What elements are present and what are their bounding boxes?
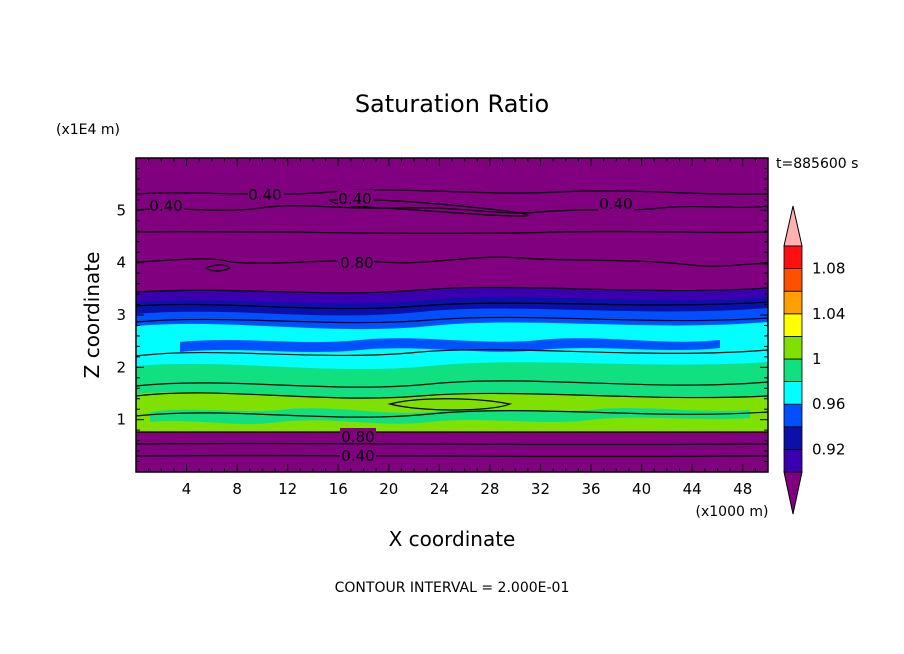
contour-line <box>135 409 769 418</box>
colorbar-swatch <box>783 426 803 450</box>
x-tick-label: 32 <box>531 480 550 498</box>
y-unit-label: (x1E4 m) <box>56 122 120 138</box>
contour-lines <box>135 189 769 458</box>
x-tick-label: 24 <box>430 480 449 498</box>
x-tick-label: 8 <box>232 480 242 498</box>
colorbar-swatch <box>783 403 803 428</box>
band-boundary-purple <box>136 432 768 472</box>
x-tick-label: 20 <box>379 480 398 498</box>
colorbar-swatch <box>783 335 803 360</box>
x-tick-label: 44 <box>683 480 702 498</box>
x-axis: 4 8 12 16 20 24 28 32 36 40 44 48 <box>148 158 756 498</box>
contour-label: 0.40 <box>341 447 374 465</box>
contour-interval: CONTOUR INTERVAL = 2.000E-01 <box>335 580 570 596</box>
contour-line <box>135 205 769 214</box>
x-tick-label: 28 <box>480 480 499 498</box>
y-axis: 1 2 3 4 5 <box>116 167 768 463</box>
colorbar: 0.92 0.96 1 1.04 1.08 <box>783 205 845 515</box>
colorbar-tick-label: 1 <box>812 350 822 368</box>
colorbar-swatch <box>783 381 803 405</box>
colorbar-tick-label: 0.92 <box>812 440 845 458</box>
contour-labels: 0.40 0.40 0.40 0.40 0.80 0.80 0.40 <box>149 186 634 465</box>
x-tick-label: 36 <box>581 480 600 498</box>
colorbar-tick-label: 1.04 <box>812 305 845 323</box>
contour-line <box>135 256 769 267</box>
contour-line <box>329 199 529 217</box>
contour-label: 0.40 <box>599 195 632 213</box>
x-tick-label: 16 <box>329 480 348 498</box>
contour-label: 0.40 <box>149 197 182 215</box>
y-tick-label: 3 <box>116 306 126 324</box>
y-tick-label: 2 <box>116 358 126 376</box>
contour-line <box>135 454 769 458</box>
x-tick-label: 12 <box>278 480 297 498</box>
colorbar-swatch <box>783 290 803 315</box>
contour-line <box>135 442 769 446</box>
y-tick-label: 5 <box>116 201 126 219</box>
contour-line <box>135 230 769 234</box>
contour-line <box>204 264 232 272</box>
x-unit-label: (x1000 m) <box>696 504 769 520</box>
contour-label: 0.40 <box>338 190 371 208</box>
contour-line <box>135 349 769 357</box>
contour-label: 0.40 <box>248 186 281 204</box>
contour-line <box>135 189 769 195</box>
y-axis-label: Z coordinate <box>80 252 104 379</box>
colorbar-tick-label: 1.08 <box>812 260 845 278</box>
x-tick-label: 4 <box>182 480 192 498</box>
y-tick-label: 1 <box>116 411 126 429</box>
contour-label: 0.80 <box>340 254 373 272</box>
colorbar-swatch <box>783 358 803 383</box>
contour-line <box>135 316 769 324</box>
colorbar-under-triangle <box>783 471 803 515</box>
contour-line <box>135 380 769 388</box>
y-tick-label: 4 <box>116 254 126 272</box>
colorbar-over-triangle <box>783 205 803 247</box>
x-axis-label: X coordinate <box>389 527 516 551</box>
time-label: t=885600 s <box>776 156 858 172</box>
contour-line <box>135 301 769 310</box>
colorbar-swatch <box>783 268 803 292</box>
x-tick-label: 40 <box>632 480 651 498</box>
colorbar-swatch <box>783 313 803 337</box>
contour-line <box>135 286 769 294</box>
colorbar-tick-label: 0.96 <box>812 395 845 413</box>
plot-area: 0.40 0.40 0.40 0.40 0.80 0.80 0.40 <box>135 157 769 473</box>
colorbar-swatch <box>783 448 803 473</box>
x-tick-label: 48 <box>733 480 752 498</box>
contour-label: 0.80 <box>341 428 374 446</box>
contour-line <box>387 398 513 411</box>
colorbar-swatch <box>783 245 803 270</box>
chart-title: Saturation Ratio <box>355 90 549 118</box>
contour-line <box>135 392 769 399</box>
band-cyan-blue-streaks <box>180 338 720 352</box>
